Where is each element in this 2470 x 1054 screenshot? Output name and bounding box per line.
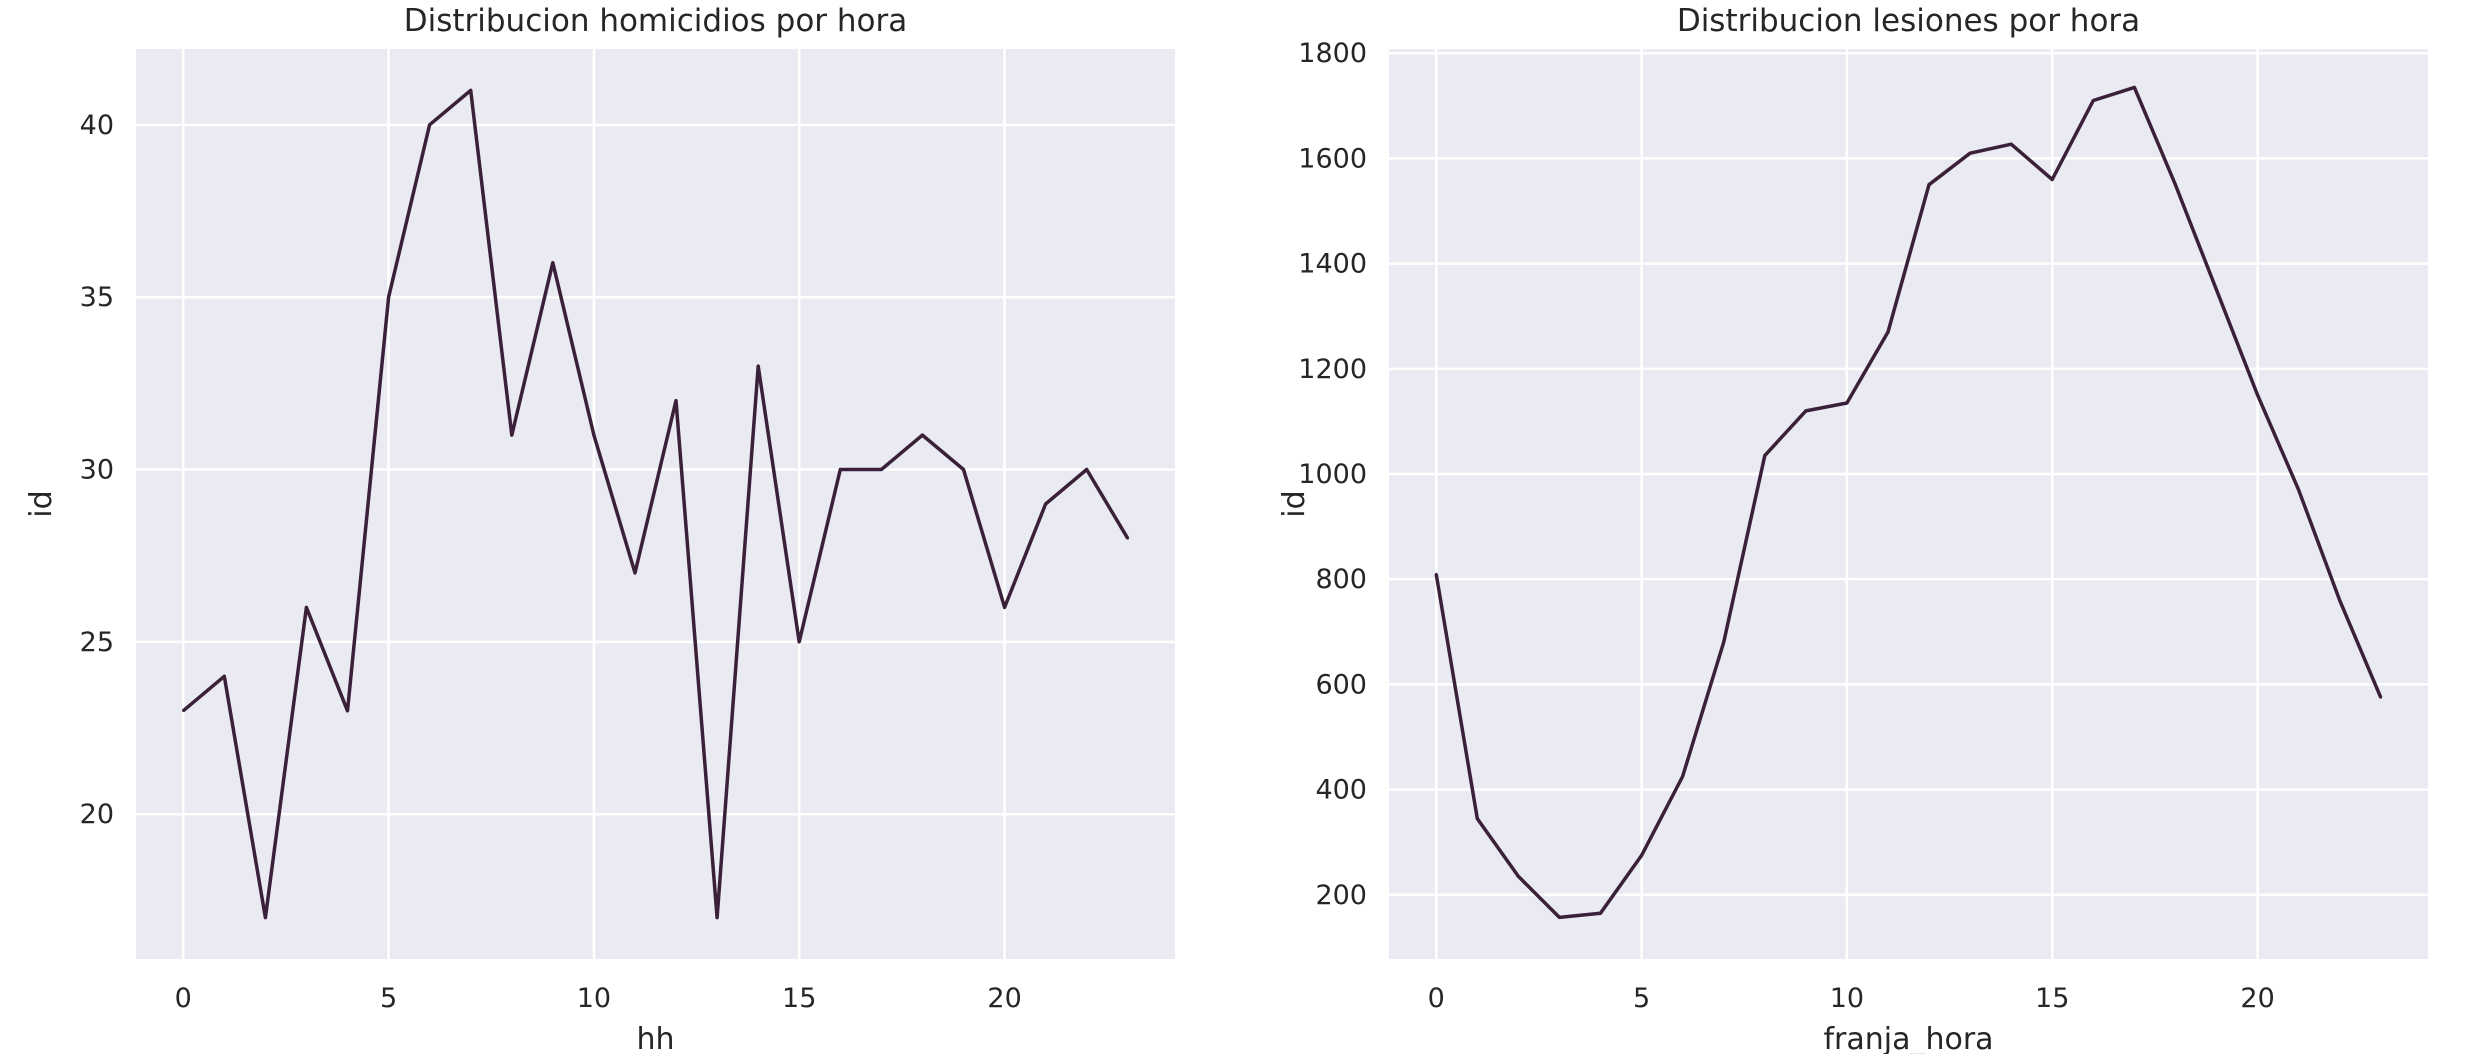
data-point	[1681, 775, 1684, 778]
data-point	[715, 916, 719, 919]
grid-lines	[1389, 49, 2428, 959]
data-point	[2092, 99, 2095, 102]
x-tick-label: 20	[2240, 983, 2274, 1014]
series-line	[1434, 85, 2383, 920]
y-tick-label: 400	[1315, 775, 1367, 806]
y-tick-label: 35	[80, 282, 114, 313]
y-tick-label: 1800	[1298, 38, 1367, 69]
data-point	[1722, 641, 1725, 644]
y-tick-label: 200	[1315, 880, 1367, 911]
data-point	[1044, 502, 1047, 506]
y-tick-label: 30	[80, 455, 114, 486]
x-tick-label: 5	[1633, 983, 1650, 1014]
chart-title: Distribucion lesiones por hora	[1677, 3, 2140, 39]
y-tick-label: 1200	[1298, 354, 1367, 385]
data-point	[469, 89, 472, 92]
x-tick-label: 0	[1428, 983, 1445, 1014]
data-point	[1804, 409, 1808, 413]
data-point	[1845, 401, 1849, 405]
plot-area	[136, 49, 1175, 959]
data-point	[2256, 393, 2259, 397]
x-tick-label: 10	[577, 983, 611, 1014]
y-tick-label: 1000	[1298, 459, 1367, 490]
data-point	[2133, 86, 2136, 89]
data-point	[756, 364, 760, 368]
chart-lesiones: 0 5 10 15 20 200 400 600 800 1000 1200 1400 1600 1800…	[1277, 3, 2428, 1054]
data-point	[1886, 330, 1890, 334]
data-point	[2338, 599, 2341, 602]
plot-area	[1389, 49, 2428, 959]
x-axis-label: hh	[636, 1022, 674, 1054]
data-point	[962, 468, 965, 471]
data-point	[1968, 151, 1972, 155]
data-point	[633, 571, 637, 575]
grid-lines	[136, 49, 1175, 959]
data-point	[1126, 537, 1129, 540]
y-axis-label: id	[1277, 490, 1312, 517]
y-tick-label: 1600	[1298, 143, 1367, 174]
data-point	[1435, 572, 1438, 576]
data-point	[510, 433, 513, 437]
x-tick-label: 20	[987, 983, 1021, 1014]
chart-title: Distribucion homicidios por hora	[404, 3, 908, 39]
x-tick-label: 0	[175, 983, 192, 1014]
x-axis-label: franja_hora	[1823, 1022, 1993, 1054]
tick-labels: 0 5 10 15 20 20 25 30 35 40	[80, 110, 1022, 1014]
series-marks	[1434, 85, 2383, 920]
x-tick-label: 15	[2035, 983, 2069, 1014]
data-point	[1640, 854, 1643, 857]
y-tick-label: 20	[80, 799, 114, 830]
data-point	[1476, 817, 1479, 820]
data-point	[592, 433, 596, 437]
data-point	[921, 433, 924, 437]
tick-labels: 0 5 10 15 20 200 400 600 800 1000 1200 1400 1600 1800	[1298, 38, 2274, 1014]
data-point	[2297, 488, 2300, 491]
data-point	[1927, 183, 1931, 186]
data-point	[2174, 183, 2177, 186]
data-point	[1003, 606, 1006, 609]
y-tick-label: 800	[1315, 564, 1367, 595]
x-tick-label: 5	[380, 983, 397, 1014]
chart-homicidios: 0 5 10 15 20 20 25 30 35 40 Distribucion homicidi…	[24, 3, 1175, 1054]
y-tick-label: 600	[1315, 669, 1367, 700]
y-axis-label: id	[24, 490, 59, 517]
data-point	[428, 123, 431, 127]
data-point	[346, 709, 349, 713]
data-point	[2215, 288, 2218, 292]
series-marks	[182, 88, 1130, 920]
data-point	[2051, 178, 2054, 181]
data-point	[1763, 454, 1766, 457]
data-point	[264, 916, 267, 919]
data-point	[551, 261, 555, 264]
data-point	[223, 675, 226, 678]
data-point	[798, 640, 801, 644]
y-tick-label: 1400	[1298, 249, 1367, 280]
y-tick-label: 40	[80, 110, 114, 141]
x-tick-label: 10	[1830, 983, 1864, 1014]
data-point	[1517, 875, 1520, 878]
data-point	[674, 399, 678, 402]
y-tick-label: 25	[80, 627, 114, 658]
data-point	[305, 606, 308, 609]
data-point	[1558, 916, 1561, 919]
series-line	[182, 88, 1130, 920]
data-point	[1599, 912, 1602, 915]
x-tick-label: 15	[782, 983, 816, 1014]
data-point	[2379, 696, 2382, 699]
data-point	[387, 295, 390, 299]
data-point	[1085, 468, 1088, 471]
data-point	[839, 468, 842, 471]
data-point	[2009, 143, 2013, 146]
data-point	[182, 709, 185, 713]
data-point	[880, 468, 883, 471]
